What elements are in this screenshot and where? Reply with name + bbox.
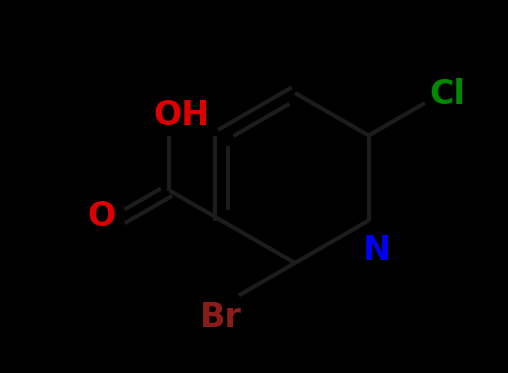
Text: Cl: Cl bbox=[429, 78, 465, 112]
Text: Br: Br bbox=[200, 301, 242, 334]
Text: O: O bbox=[88, 200, 116, 232]
Text: N: N bbox=[363, 234, 391, 267]
Text: OH: OH bbox=[153, 99, 210, 132]
